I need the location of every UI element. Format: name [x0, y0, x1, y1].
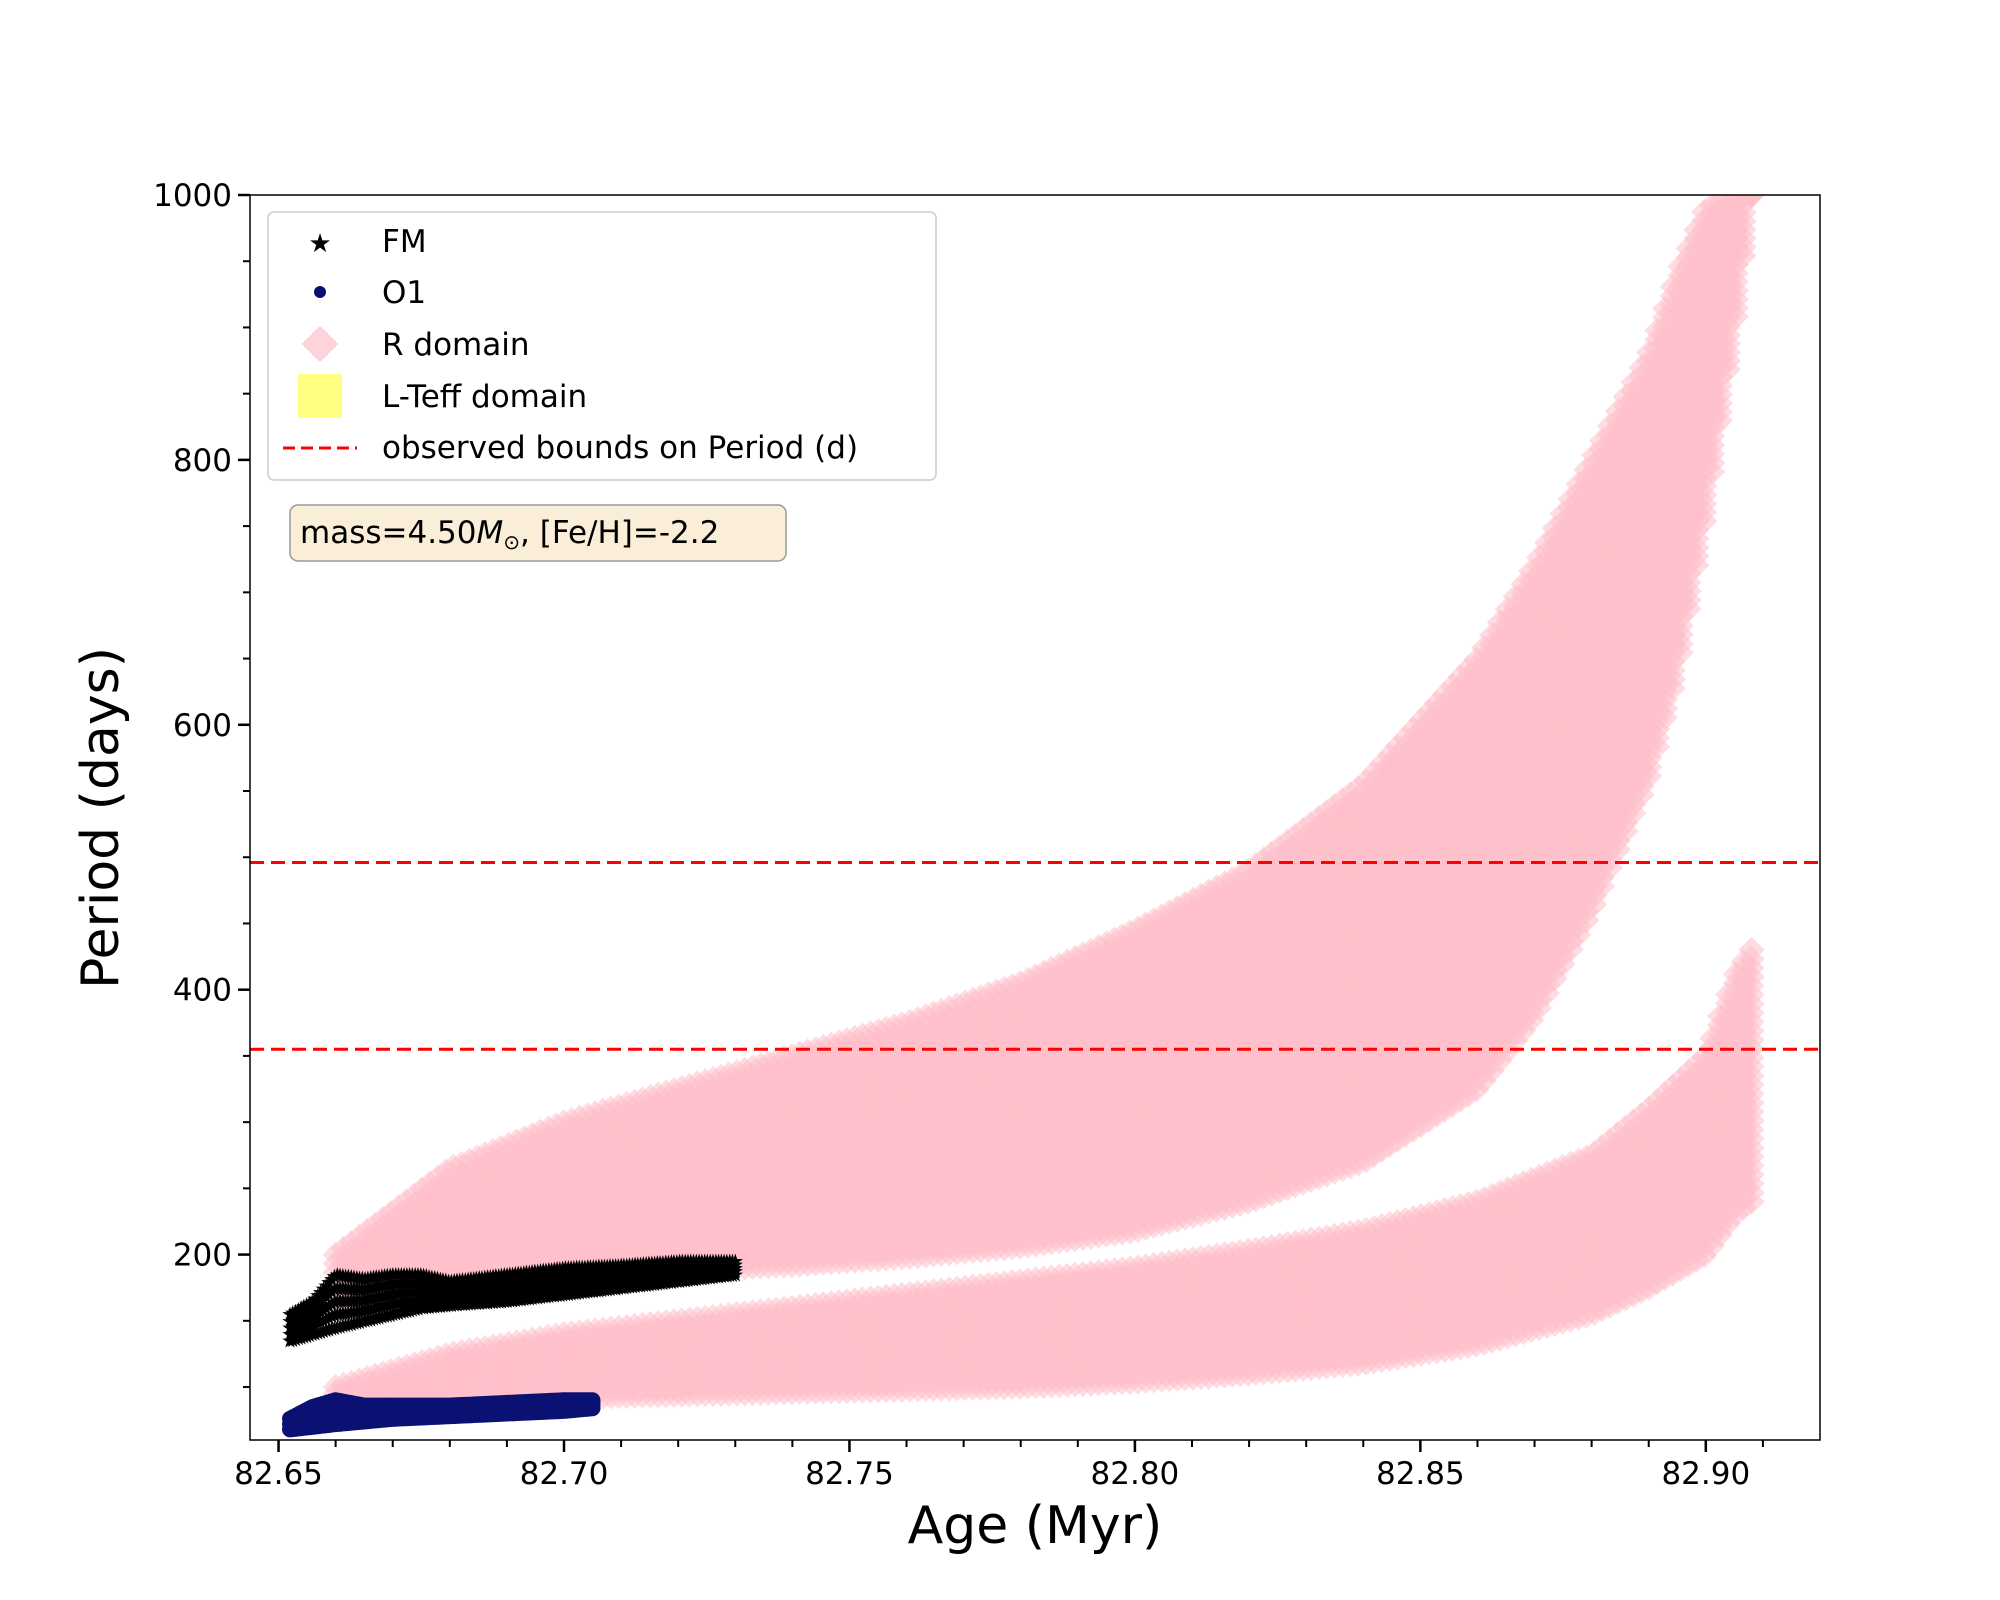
r-domain-band [322, 195, 1765, 1321]
plot-area: ★★★★★★★★★★★★★★★★★★★★★★★★★★★★★★★★★★★★★★★★… [281, 195, 1765, 1438]
